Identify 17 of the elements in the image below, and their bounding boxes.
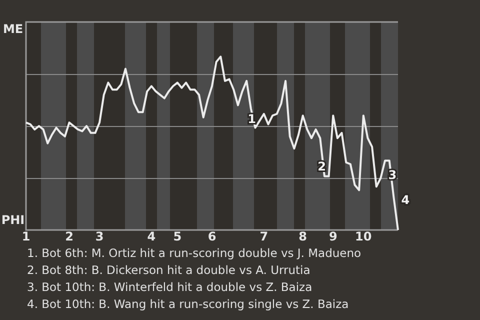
x-tick-label: 6	[208, 229, 216, 244]
text: 4. Bot 10th: B. Wang hit a run-scoring single vs Z. Baiza	[27, 296, 350, 313]
text: 3. Bot 10th: B. Winterfeld hit a double vs Z. Baiza	[27, 279, 314, 296]
text: 2. Bot 8th: B. Dickerson hit a double vs A. Urrutia	[27, 262, 312, 279]
x-tick-label: 10	[355, 229, 372, 244]
x-tick-label: 9	[328, 229, 338, 244]
text: 1. Bot 6th: M. Ortiz hit a run-scoring double vs J. Madueno	[27, 245, 362, 262]
x-tick-label: 8	[298, 229, 308, 244]
text: PHI	[1, 213, 25, 228]
x-tick-label: 5	[173, 229, 182, 244]
text: 4	[401, 193, 410, 208]
x-tick-label: 7	[260, 229, 268, 244]
x-tick-label: 2	[65, 229, 74, 244]
x-tick-label: 1	[22, 229, 30, 244]
text: ME	[2, 22, 24, 36]
x-tick-label: 4	[147, 229, 156, 244]
x-tick-label: 3	[95, 229, 104, 244]
